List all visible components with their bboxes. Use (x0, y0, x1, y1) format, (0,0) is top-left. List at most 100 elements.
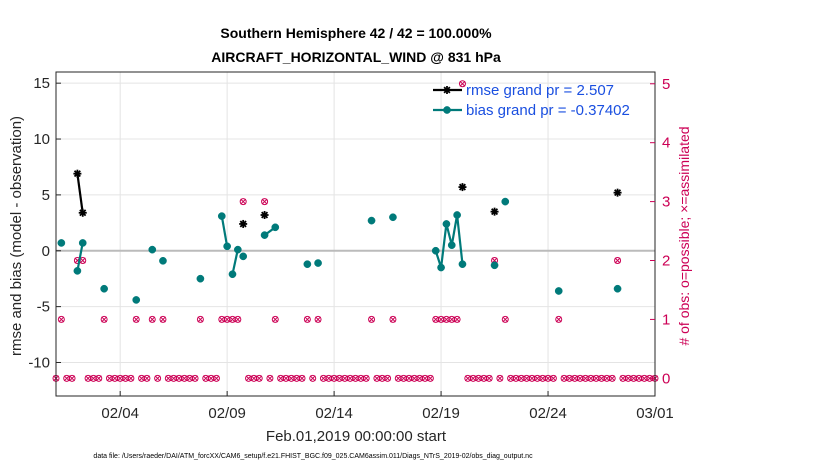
obs-possible-marker (368, 315, 376, 323)
x-tick-label: 03/01 (636, 405, 674, 422)
data-file-footnote: data file: /Users/raeder/DAI/ATM_forcXX/… (93, 453, 533, 460)
bias-marker (458, 260, 467, 269)
obs-possible-marker (501, 315, 509, 323)
obs-assimilated-marker (336, 375, 343, 382)
obs-assimilated-marker (154, 375, 161, 382)
obs-possible-marker (507, 374, 515, 382)
bias-line (76, 242, 84, 272)
obs-possible-marker (234, 315, 242, 323)
obs-possible-marker (448, 315, 456, 323)
obs-possible-marker (100, 315, 108, 323)
obs-possible-marker (218, 315, 226, 323)
x-tick-label: 02/09 (208, 405, 246, 422)
obs-assimilated-marker (459, 80, 466, 87)
rmse-marker (78, 208, 87, 217)
obs-assimilated-marker (79, 257, 86, 264)
rmse-marker (73, 169, 82, 178)
y-axis-right-label: # of obs: o=possible; ×=assimilated (676, 126, 692, 345)
obs-possible-marker (202, 374, 210, 382)
obs-assimilated-marker (197, 316, 204, 323)
obs-possible-marker (303, 315, 311, 323)
obs-assimilated-marker (609, 375, 616, 382)
obs-possible-marker (555, 315, 563, 323)
obs-assimilated-marker (571, 375, 578, 382)
obs-possible-marker (603, 374, 611, 382)
bias-marker (217, 212, 226, 220)
obs-assimilated-marker (122, 375, 129, 382)
obs-possible-marker (640, 374, 648, 382)
bias-marker (453, 211, 461, 219)
obs-possible-marker (560, 374, 568, 382)
obs-possible-marker (608, 374, 616, 382)
obs-possible-marker (148, 315, 156, 323)
obs-assimilated-marker (341, 375, 348, 382)
rmse-marker-stroke (239, 220, 247, 228)
obs-assimilated-marker (186, 375, 193, 382)
obs-assimilated-marker (315, 316, 322, 323)
obs-possible-marker (581, 374, 589, 382)
obs-assimilated-marker (507, 375, 514, 382)
obs-assimilated-marker (320, 375, 327, 382)
rmse-marker (490, 207, 499, 216)
obs-possible-marker (335, 374, 343, 382)
rmse-marker-stroke (73, 170, 81, 178)
y-right-tick-label: 1 (662, 311, 670, 328)
y-tick-label: -10 (28, 354, 50, 371)
obs-assimilated-marker (352, 375, 359, 382)
obs-possible-marker (458, 80, 466, 88)
obs-assimilated-marker (347, 375, 354, 382)
obs-possible-marker (432, 315, 440, 323)
obs-possible-marker (282, 374, 290, 382)
obs-assimilated-marker (101, 316, 108, 323)
obs-possible-marker (352, 374, 359, 382)
obs-assimilated-marker (90, 375, 97, 382)
rmse-marker-stroke (261, 211, 269, 219)
obs-possible-marker (164, 374, 172, 382)
obs-assimilated-marker (577, 375, 584, 382)
obs-possible-marker (394, 374, 402, 382)
rmse-marker (613, 188, 622, 197)
obs-assimilated-marker (630, 375, 637, 382)
bias-marker (613, 284, 622, 293)
obs-possible-marker (138, 374, 146, 382)
obs-possible-marker (154, 374, 162, 382)
obs-assimilated-marker (277, 375, 284, 382)
obs-possible-marker (84, 374, 92, 382)
obs-assimilated-marker (85, 375, 92, 382)
obs-assimilated-marker (636, 375, 642, 382)
obs-assimilated-marker (379, 375, 386, 382)
bias-marker (443, 106, 451, 114)
y-right-tick-label: 4 (662, 135, 670, 152)
bias-marker (260, 231, 269, 239)
obs-possible-marker (111, 374, 119, 382)
obs-assimilated-marker (555, 316, 562, 323)
x-tick-label: 02/04 (101, 405, 139, 422)
obs-possible-marker (523, 374, 531, 382)
obs-assimilated-marker (496, 375, 503, 382)
obs-assimilated-marker (534, 375, 541, 382)
obs-possible-marker (528, 374, 536, 382)
obs-possible-marker (624, 374, 632, 382)
obs-possible-marker (373, 374, 381, 382)
obs-assimilated-marker (427, 375, 434, 382)
obs-assimilated-marker (625, 375, 632, 382)
bias-marker (314, 259, 322, 267)
y-tick-label: 15 (33, 75, 50, 92)
obs-assimilated-marker (545, 375, 551, 382)
bias-marker (223, 242, 231, 251)
obs-assimilated-marker (438, 316, 445, 323)
obs-possible-marker (571, 374, 579, 382)
obs-possible-marker (469, 374, 477, 382)
bias-marker (501, 197, 510, 206)
obs-assimilated-marker (587, 375, 594, 382)
chart-title-line1: Southern Hemisphere 42 / 42 = 100.000% (220, 25, 492, 41)
obs-possible-marker (475, 374, 483, 382)
obs-possible-marker (298, 374, 306, 382)
bias-marker (196, 274, 205, 283)
obs-assimilated-marker (138, 375, 145, 382)
obs-possible-marker (453, 315, 461, 323)
obs-possible-marker (421, 374, 429, 382)
x-axis-ticks: 02/04 02/09 02/14 02/19 02/24 03/01 (101, 391, 674, 422)
y-right-tick-label: 2 (662, 253, 670, 270)
obs-assimilated-marker (443, 316, 450, 323)
